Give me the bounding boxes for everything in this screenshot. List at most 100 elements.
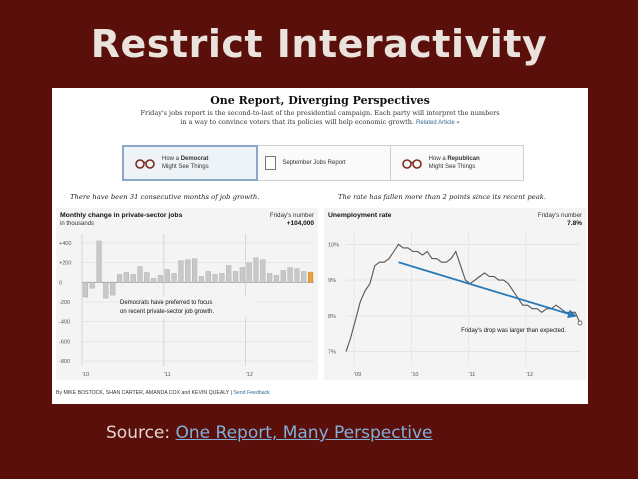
graphic-title: One Report, Diverging Perspectives	[210, 94, 430, 107]
tab-jobs-report-label: September Jobs Report	[282, 160, 346, 166]
y-tick-label: 9%	[328, 278, 336, 284]
y-tick-label: 10%	[328, 242, 339, 248]
unemployment-series-line	[345, 243, 581, 352]
y-tick-label: +400	[59, 241, 71, 247]
y-tick-label: 8%	[328, 314, 336, 320]
tab-line2: Might See Things	[162, 164, 209, 170]
bar	[185, 259, 191, 283]
bar	[273, 275, 280, 283]
bar	[260, 259, 266, 283]
tab-democrat-label: How a Democrat Might See Things	[162, 155, 209, 171]
tab-prefix: How a	[428, 156, 448, 162]
tab-republican[interactable]: How a Republican Might See Things	[391, 146, 523, 180]
bar	[157, 275, 164, 283]
x-tick-label: '11	[469, 372, 476, 378]
subtitle-line-2: in a way to convince voters that its pol…	[180, 118, 414, 126]
bar	[219, 273, 225, 283]
subtitle-line-1: Friday's jobs report is the second-to-la…	[140, 109, 500, 117]
source-link[interactable]: One Report, Many Perspective	[175, 423, 433, 443]
bar	[123, 272, 129, 283]
annotation-line-1: Democrats have preferred to focus	[120, 300, 212, 306]
unemployment-chart: Unemployment rate Friday's number 7.8% 10% 9…	[324, 208, 586, 380]
graphic-subtitle: Friday's jobs report is the second-to-la…	[112, 109, 528, 128]
related-article-link[interactable]: Related Article »	[416, 120, 460, 126]
send-feedback-link[interactable]: Send Feedback	[233, 390, 270, 396]
bar	[198, 276, 204, 283]
bar	[82, 282, 88, 298]
y-tick-label: -200	[59, 300, 70, 306]
tab-democrat[interactable]: How a Democrat Might See Things	[122, 145, 259, 181]
bar	[301, 271, 307, 283]
bar	[178, 260, 184, 283]
bar	[232, 271, 239, 283]
callout-value: +104,000	[287, 220, 315, 227]
tab-party: Democrat	[180, 156, 209, 162]
tab-prefix: How a	[162, 156, 181, 162]
annotation: Friday's drop was larger than expected.	[461, 328, 566, 334]
bar	[191, 258, 198, 283]
callout-label: Friday's number	[538, 212, 582, 219]
bar	[253, 257, 259, 283]
annotation-line-2: on recent private-sector job growth.	[120, 309, 214, 315]
glasses-icon	[135, 159, 155, 169]
x-tick-label: '10	[411, 372, 418, 378]
source-label: Source:	[106, 423, 171, 443]
trend-arrow	[398, 261, 577, 319]
x-tick-label: '09	[354, 372, 361, 378]
byline-separator: |	[230, 390, 232, 396]
bar	[280, 270, 286, 283]
y-tick-label: 7%	[328, 350, 336, 356]
bar	[96, 240, 102, 283]
callout-label: Friday's number	[270, 212, 314, 219]
bar	[89, 282, 95, 289]
bar	[205, 271, 211, 283]
perspective-tabs: How a Democrat Might See Things Septembe…	[122, 145, 524, 181]
callout-value: 7.8%	[567, 220, 582, 227]
bar	[151, 278, 157, 283]
bar	[287, 267, 293, 283]
y-tick-label: -400	[59, 320, 70, 326]
chart-title: Unemployment rate	[328, 212, 392, 219]
bar	[103, 282, 109, 299]
bar	[144, 272, 150, 283]
y-tick-label: -800	[59, 359, 70, 365]
bar	[116, 274, 123, 283]
byline-text: By MIKE BOSTOCK, SHAN CARTER, AMANDA COX…	[56, 390, 230, 396]
chart-title: Monthly change in private-sector jobs	[60, 212, 183, 219]
embedded-graphic: One Report, Diverging Perspectives Frida…	[52, 88, 588, 404]
chart-background	[324, 208, 586, 380]
chart-background	[56, 208, 318, 380]
glasses-icon	[401, 159, 422, 169]
document-icon	[265, 156, 277, 170]
bar	[226, 265, 232, 283]
x-tick-label: '11	[164, 372, 171, 378]
tab-jobs-report[interactable]: September Jobs Report	[257, 146, 391, 180]
bar	[212, 274, 218, 283]
y-tick-label: -600	[59, 339, 70, 345]
jobs-chart: Monthly change in private-sector jobs in …	[56, 208, 318, 380]
jobs-bar-chart: Monthly change in private-sector jobs in …	[56, 208, 318, 380]
bar	[307, 271, 314, 283]
bar	[137, 266, 143, 283]
x-tick-label: '12	[246, 372, 253, 378]
bar	[267, 273, 273, 283]
bar	[164, 269, 170, 283]
left-caption: There have been 31 consecutive months of…	[70, 193, 260, 201]
chart-subtitle: in thousands	[60, 221, 94, 227]
y-tick-label: 0	[59, 280, 62, 286]
source-line: Source: One Report, Many Perspective	[106, 423, 433, 443]
bar	[294, 268, 300, 283]
bar	[110, 282, 116, 296]
y-tick-label: +200	[59, 261, 71, 267]
tab-line2: Might See Things	[428, 164, 476, 170]
x-tick-label: '12	[526, 372, 533, 378]
annotation-background	[118, 296, 256, 319]
right-caption: The rate has fallen more than 2 points s…	[338, 193, 547, 201]
bar	[239, 267, 245, 283]
tab-republican-label: How a Republican Might See Things	[429, 155, 480, 171]
latest-point	[577, 320, 583, 326]
slide-title: Restrict Interactivity	[90, 22, 548, 66]
byline: By MIKE BOSTOCK, SHAN CARTER, AMANDA COX…	[56, 390, 270, 396]
x-tick-label: '10	[82, 372, 89, 378]
